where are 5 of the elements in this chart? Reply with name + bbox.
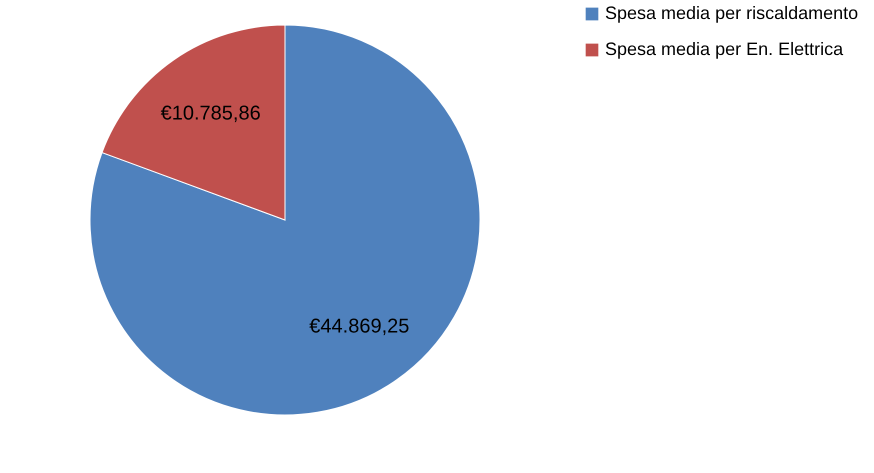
legend-label: Spesa media per riscaldamento bbox=[605, 3, 858, 23]
data-label: €10.785,86 bbox=[160, 102, 261, 124]
data-label: €44.869,25 bbox=[309, 316, 410, 338]
pie-slice bbox=[90, 24, 480, 416]
legend-label: Spesa media per En. Elettrica bbox=[605, 39, 844, 59]
